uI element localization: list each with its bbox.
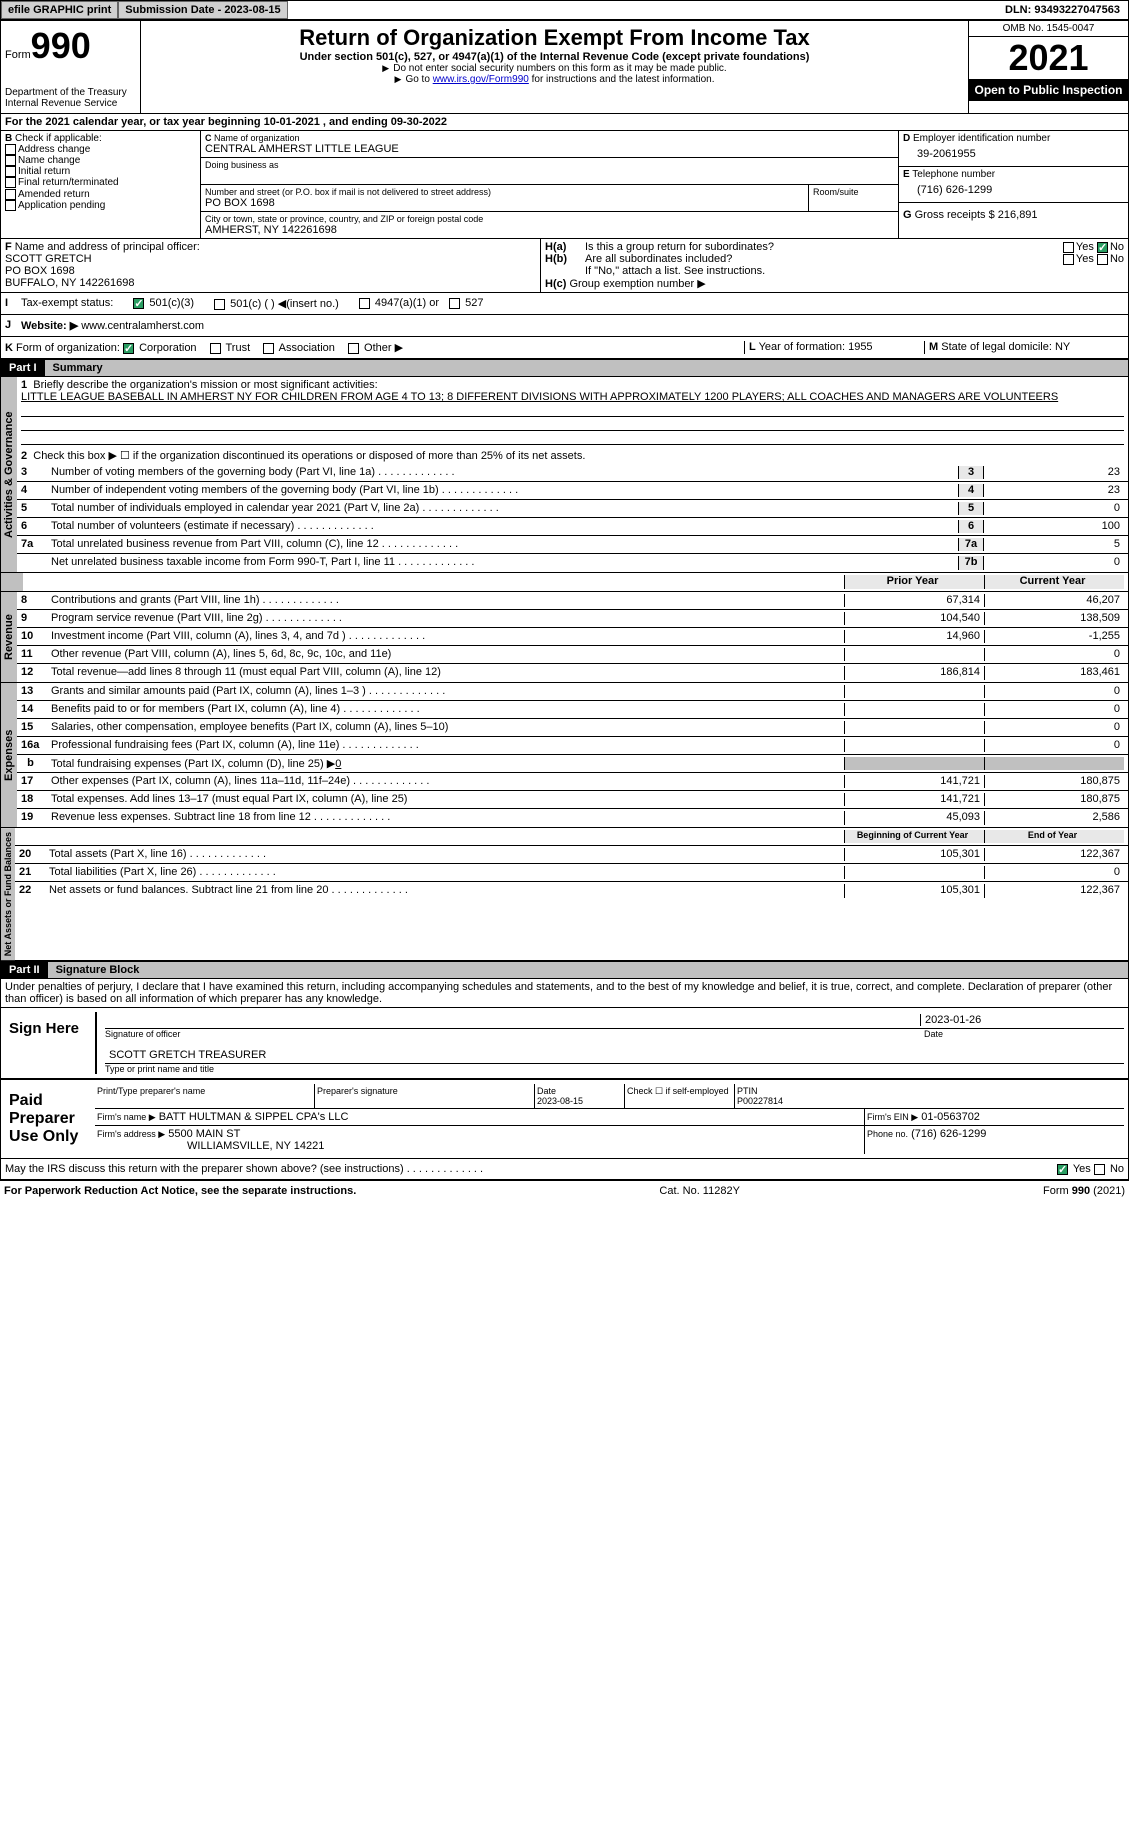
year-formation: 1955 — [848, 341, 872, 353]
form-subtitle: Under section 501(c), 527, or 4947(a)(1)… — [145, 51, 964, 63]
officer-name: SCOTT GRETCH — [5, 253, 536, 265]
initial-return-check[interactable]: Initial return — [18, 166, 70, 177]
firm-ein: 01-0563702 — [921, 1111, 980, 1123]
sign-here-block: Sign Here 2023-01-26 Signature of office… — [0, 1007, 1129, 1079]
top-bar: efile GRAPHIC print Submission Date - 20… — [0, 0, 1129, 20]
501c3-check[interactable] — [133, 298, 144, 309]
ein-value: 39-2061955 — [903, 144, 1124, 164]
org-city: AMHERST, NY 142261698 — [205, 224, 894, 236]
declaration-text: Under penalties of perjury, I declare th… — [0, 979, 1129, 1007]
l5-value: 0 — [984, 502, 1124, 515]
submission-date: Submission Date - 2023-08-15 — [118, 1, 287, 19]
form-label: Form — [5, 49, 31, 61]
part-2-title: Signature Block — [48, 962, 1128, 978]
phone-value: (716) 626-1299 — [903, 180, 1124, 200]
omb-number: OMB No. 1545-0047 — [969, 21, 1128, 37]
l7b-value: 0 — [984, 556, 1124, 570]
application-pending-check[interactable]: Application pending — [18, 200, 105, 211]
officer-addr1: PO BOX 1698 — [5, 265, 536, 277]
discuss-yes-check[interactable] — [1057, 1164, 1068, 1175]
ha-no-check[interactable] — [1097, 242, 1108, 253]
instruction-2: Go to www.irs.gov/Form990 for instructio… — [145, 74, 964, 85]
form-number: 990 — [31, 25, 91, 66]
name-change-check[interactable]: Name change — [18, 155, 80, 166]
l6-value: 100 — [984, 520, 1124, 533]
cat-number: Cat. No. 11282Y — [659, 1185, 740, 1197]
instruction-1: Do not enter social security numbers on … — [145, 63, 964, 74]
preparer-phone: (716) 626-1299 — [911, 1128, 986, 1140]
dept-label: Department of the Treasury — [5, 87, 136, 98]
part-1-title: Summary — [45, 360, 1128, 376]
officer-name-title: SCOTT GRETCH TREASURER — [109, 1049, 266, 1061]
officer-addr2: BUFFALO, NY 142261698 — [5, 277, 536, 289]
paid-preparer-block: Paid Preparer Use Only Print/Type prepar… — [0, 1079, 1129, 1159]
addr-change-check[interactable]: Address change — [18, 144, 90, 155]
paperwork-notice: For Paperwork Reduction Act Notice, see … — [4, 1185, 356, 1197]
form-header: Form990 Department of the Treasury Inter… — [0, 20, 1129, 114]
form-footer: Form 990 (2021) — [1043, 1185, 1125, 1197]
gross-receipts: 216,891 — [998, 209, 1038, 221]
dln: DLN: 93493227047563 — [997, 2, 1128, 18]
line-a: For the 2021 calendar year, or tax year … — [0, 114, 1129, 131]
final-return-check[interactable]: Final return/terminated — [18, 178, 119, 189]
l3-value: 23 — [984, 466, 1124, 479]
expenses-label: Expenses — [1, 683, 17, 827]
website-value: www.centralamherst.com — [81, 320, 204, 332]
section-b-g: B Check if applicable: Address change Na… — [0, 131, 1129, 239]
tax-year: 2021 — [969, 37, 1128, 79]
part-2-label: Part II — [1, 962, 48, 978]
revenue-label: Revenue — [1, 592, 17, 682]
firm-addr1: 5500 MAIN ST — [168, 1128, 240, 1140]
ptin-value: P00227814 — [737, 1096, 783, 1106]
irs-label: Internal Revenue Service — [5, 98, 136, 109]
section-f-h: F Name and address of principal officer:… — [0, 239, 1129, 293]
irs-link[interactable]: www.irs.gov/Form990 — [433, 74, 529, 85]
efile-print-button[interactable]: efile GRAPHIC print — [1, 1, 118, 19]
org-name: CENTRAL AMHERST LITTLE LEAGUE — [205, 143, 894, 155]
org-address: PO BOX 1698 — [205, 197, 804, 209]
activities-governance-label: Activities & Governance — [1, 377, 17, 572]
inspection-badge: Open to Public Inspection — [969, 79, 1128, 101]
corp-check[interactable] — [123, 343, 134, 354]
mission-text: LITTLE LEAGUE BASEBALL IN AMHERST NY FOR… — [21, 391, 1124, 403]
firm-name: BATT HULTMAN & SIPPEL CPA's LLC — [159, 1111, 349, 1123]
l7a-value: 5 — [984, 538, 1124, 551]
state-domicile: NY — [1055, 341, 1070, 353]
form-title: Return of Organization Exempt From Incom… — [145, 25, 964, 51]
net-assets-label: Net Assets or Fund Balances — [1, 828, 15, 960]
l4-value: 23 — [984, 484, 1124, 497]
part-1-label: Part I — [1, 360, 45, 376]
amended-return-check[interactable]: Amended return — [18, 189, 90, 200]
